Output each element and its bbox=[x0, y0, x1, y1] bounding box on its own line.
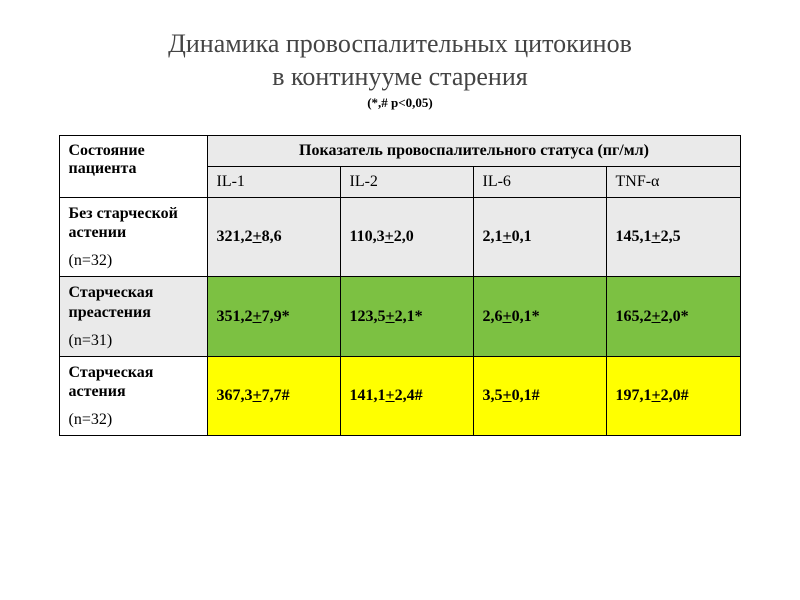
table-row: Без старческой астении (n=32) 321,2+8,6 … bbox=[60, 198, 740, 277]
table-row: Старческая астения (n=32) 367,3+7,7# 141… bbox=[60, 356, 740, 435]
value-cell: 367,3+7,7# bbox=[208, 356, 341, 435]
value-cell: 110,3+2,0 bbox=[341, 198, 474, 277]
title-line-2: в континууме старения bbox=[272, 62, 527, 91]
header-state: Состояние пациента bbox=[60, 136, 208, 198]
table-header-row-1: Состояние пациента Показатель провоспали… bbox=[60, 136, 740, 167]
state-cell: Старческая преастения (n=31) bbox=[60, 277, 208, 356]
state-cell: Старческая астения (n=32) bbox=[60, 356, 208, 435]
table-row: Старческая преастения (n=31) 351,2+7,9* … bbox=[60, 277, 740, 356]
value-cell: 351,2+7,9* bbox=[208, 277, 341, 356]
state-cell: Без старческой астении (n=32) bbox=[60, 198, 208, 277]
state-main: Без старческой астении bbox=[68, 204, 199, 242]
value-cell: 3,5+0,1# bbox=[474, 356, 607, 435]
slide-subtitle: (*,# p<0,05) bbox=[0, 95, 800, 111]
cytokine-table: Состояние пациента Показатель провоспали… bbox=[59, 135, 740, 436]
header-il2: IL-2 bbox=[341, 167, 474, 198]
state-n: (n=32) bbox=[68, 411, 199, 429]
state-main: Старческая астения bbox=[68, 363, 199, 401]
value-cell: 141,1+2,4# bbox=[341, 356, 474, 435]
value-cell: 321,2+8,6 bbox=[208, 198, 341, 277]
value-cell: 197,1+2,0# bbox=[607, 356, 740, 435]
value-cell: 123,5+2,1* bbox=[341, 277, 474, 356]
header-il1: IL-1 bbox=[208, 167, 341, 198]
header-tnfa: TNF-α bbox=[607, 167, 740, 198]
title-line-1: Динамика провоспалительных цитокинов bbox=[168, 29, 632, 58]
value-cell: 165,2+2,0* bbox=[607, 277, 740, 356]
table-container: Состояние пациента Показатель провоспали… bbox=[0, 135, 800, 436]
state-n: (n=31) bbox=[68, 332, 199, 350]
header-group: Показатель провоспалительного статуса (п… bbox=[208, 136, 740, 167]
value-cell: 2,1+0,1 bbox=[474, 198, 607, 277]
value-cell: 2,6+0,1* bbox=[474, 277, 607, 356]
header-il6: IL-6 bbox=[474, 167, 607, 198]
slide-title: Динамика провоспалительных цитокинов в к… bbox=[0, 28, 800, 93]
state-n: (n=32) bbox=[68, 252, 199, 270]
state-main: Старческая преастения bbox=[68, 283, 199, 321]
value-cell: 145,1+2,5 bbox=[607, 198, 740, 277]
